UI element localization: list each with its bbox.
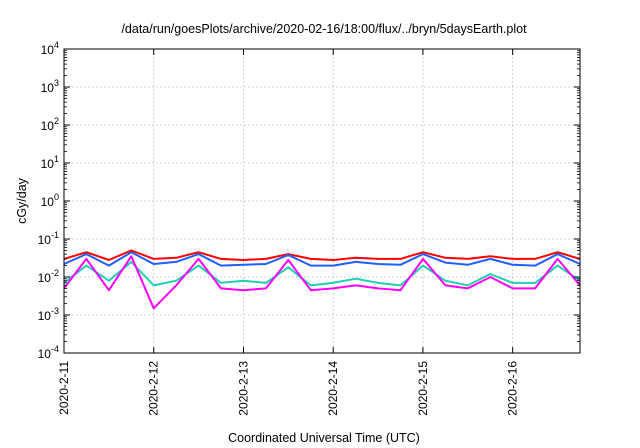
y-tick-label: 10-2 [38, 268, 59, 285]
y-tick-label: 10-3 [38, 306, 59, 323]
y-tick-label: 100 [41, 192, 59, 209]
series-line-1 [63, 249, 581, 261]
x-axis-label: Coordinated Universal Time (UTC) [228, 431, 420, 445]
y-tick-label: 10-4 [38, 344, 59, 361]
y-axis-label: cGy/day [15, 177, 29, 224]
y-tick-label: 101 [41, 154, 59, 171]
grid [64, 49, 580, 353]
series-line-2 [63, 251, 581, 267]
y-tick-label: 103 [41, 78, 59, 95]
y-tick-label: 102 [41, 116, 59, 133]
ticks: 10-4 10-3 10-2 10-1 100 101 102 103 104 2020-2-11… [38, 40, 580, 416]
chart-title: /data/run/goesPlots/archive/2020-02-16/1… [121, 22, 527, 36]
x-tick-label: 2020-2-12 [147, 361, 161, 416]
x-tick-label: 2020-2-14 [326, 361, 340, 416]
x-tick-label: 2020-2-11 [57, 361, 71, 415]
y-tick-label: 104 [41, 40, 59, 57]
plot-frame [63, 48, 581, 354]
x-tick-label: 2020-2-16 [506, 361, 520, 416]
x-tick-label: 2020-2-15 [416, 361, 430, 416]
y-tick-label: 10-1 [38, 230, 59, 247]
series-group [63, 249, 581, 310]
series-line-4 [63, 255, 581, 310]
x-tick-label: 2020-2-13 [236, 361, 250, 416]
series-line-3 [63, 260, 581, 287]
